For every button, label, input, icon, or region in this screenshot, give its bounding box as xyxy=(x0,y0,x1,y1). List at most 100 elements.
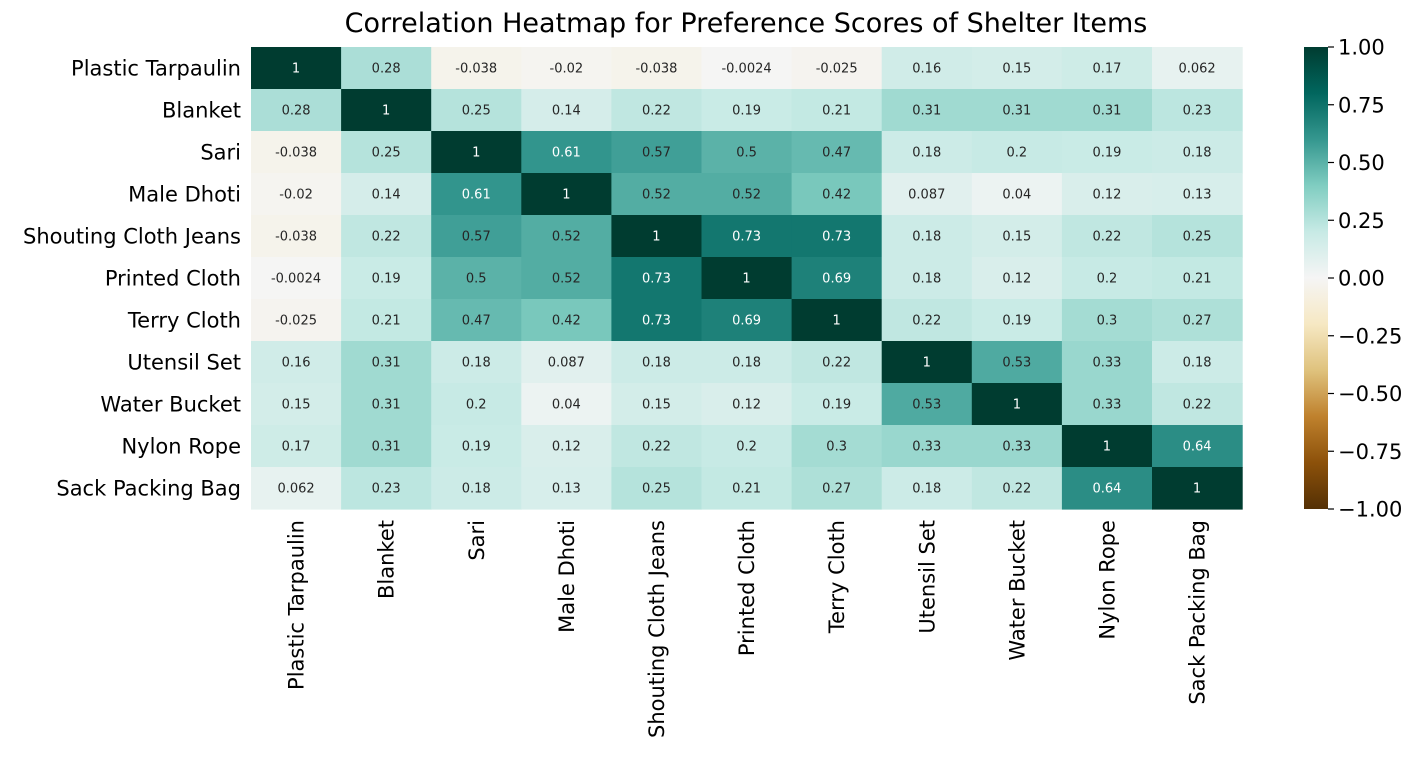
heatmap-cell xyxy=(881,341,973,384)
heatmap-cell xyxy=(1061,425,1153,468)
heatmap-cell xyxy=(251,131,342,174)
cell-annotation: 0.31 xyxy=(372,356,401,371)
heatmap-cell xyxy=(521,131,612,174)
cell-annotation: 0.18 xyxy=(1183,146,1212,161)
colorbar-tick-label: 0.75 xyxy=(1338,93,1385,117)
cell-annotation: -0.038 xyxy=(455,62,497,77)
cell-annotation: 0.14 xyxy=(372,188,401,203)
heatmap-cell xyxy=(1152,131,1243,174)
heatmap-cell xyxy=(971,299,1063,342)
cell-annotation: 0.18 xyxy=(912,272,941,287)
cell-annotation: 0.47 xyxy=(462,314,491,329)
cell-annotation: 0.17 xyxy=(1092,62,1121,77)
cell-annotation: 0.61 xyxy=(462,188,491,203)
heatmap-cell xyxy=(431,425,522,468)
cell-annotation: 0.22 xyxy=(642,440,671,455)
cell-annotation: 0.19 xyxy=(732,104,761,119)
heatmap-cell xyxy=(701,173,793,216)
cell-annotation: 0.13 xyxy=(552,482,581,497)
heatmap-cell xyxy=(791,383,883,426)
heatmap-cell xyxy=(341,89,432,132)
heatmap-cell xyxy=(701,467,793,510)
cell-annotation: 0.27 xyxy=(822,482,851,497)
cell-annotation: 0.31 xyxy=(912,104,941,119)
cell-annotation: 0.21 xyxy=(372,314,401,329)
cell-annotation: 0.15 xyxy=(642,398,671,413)
cell-annotation: 0.21 xyxy=(1183,272,1212,287)
cell-annotation: 1 xyxy=(742,272,750,287)
heatmap-cell xyxy=(431,89,522,132)
cell-annotation: 0.33 xyxy=(1002,440,1031,455)
cell-annotation: 0.42 xyxy=(822,188,851,203)
row-label: Terry Cloth xyxy=(127,309,241,333)
heatmap-cell xyxy=(251,383,342,426)
cell-annotation: 0.31 xyxy=(372,398,401,413)
cell-annotation: 0.25 xyxy=(372,146,401,161)
cell-annotation: 0.18 xyxy=(462,482,491,497)
heatmap-cell xyxy=(431,383,522,426)
cell-annotation: 0.3 xyxy=(826,440,847,455)
cell-annotation: -0.02 xyxy=(550,62,584,77)
heatmap-cell xyxy=(701,383,793,426)
row-label: Male Dhoti xyxy=(128,183,241,207)
cell-annotation: 0.25 xyxy=(1183,230,1212,245)
heatmap-cell xyxy=(251,425,342,468)
heatmap-cell xyxy=(431,131,522,174)
heatmap-cell xyxy=(971,425,1063,468)
cell-annotation: 0.64 xyxy=(1092,482,1121,497)
heatmap-cell xyxy=(1061,341,1153,384)
heatmap-cell xyxy=(341,257,432,300)
heatmap-cell xyxy=(1061,47,1153,90)
cell-annotation: 0.22 xyxy=(912,314,941,329)
heatmap-cell xyxy=(971,467,1063,510)
heatmap-cell xyxy=(521,257,612,300)
colorbar: −1.00 −0.75 −0.50 −0.25 0.00 0.25 0.50 0.75 1.00 xyxy=(1304,36,1402,522)
heatmap-cell xyxy=(881,47,973,90)
cell-annotation: 0.5 xyxy=(736,146,757,161)
cell-annotation: 0.2 xyxy=(1097,272,1118,287)
heatmap-cell xyxy=(1152,173,1243,216)
cell-annotation: 0.16 xyxy=(282,356,311,371)
cell-annotation: 0.25 xyxy=(462,104,491,119)
heatmap-cell xyxy=(791,131,883,174)
row-label: Sack Packing Bag xyxy=(56,477,241,501)
cell-annotation: 1 xyxy=(923,356,931,371)
cell-annotation: 0.087 xyxy=(548,356,585,371)
cell-annotation: 0.16 xyxy=(912,62,941,77)
heatmap-cell xyxy=(341,173,432,216)
colorbar-tick-label: −1.00 xyxy=(1338,498,1402,522)
heatmap-cell xyxy=(971,173,1063,216)
heatmap-cells xyxy=(251,47,1243,510)
heatmap-cell xyxy=(881,89,973,132)
heatmap-cell xyxy=(1061,215,1153,258)
cell-annotation: 0.53 xyxy=(912,398,941,413)
cell-annotation: 0.22 xyxy=(642,104,671,119)
heatmap-cell xyxy=(251,47,342,90)
cell-annotation: 0.52 xyxy=(552,230,581,245)
cell-annotation: -0.038 xyxy=(275,146,317,161)
column-label: Printed Cloth xyxy=(735,520,759,656)
heatmap-cell xyxy=(341,425,432,468)
cell-annotation: 0.19 xyxy=(822,398,851,413)
heatmap-cell xyxy=(341,467,432,510)
colorbar-tick-label: 0.25 xyxy=(1338,209,1385,233)
cell-annotation: 0.12 xyxy=(732,398,761,413)
heatmap-cell xyxy=(701,47,793,90)
colorbar-tick-label: −0.50 xyxy=(1338,382,1402,406)
cell-annotation: 0.17 xyxy=(282,440,311,455)
cell-annotation: 0.19 xyxy=(1092,146,1121,161)
heatmap-cell xyxy=(341,299,432,342)
cell-annotation: 1 xyxy=(562,188,570,203)
heatmap-cell xyxy=(341,215,432,258)
cell-annotation: 0.062 xyxy=(277,482,314,497)
cell-annotation: 0.22 xyxy=(822,356,851,371)
cell-annotation: 0.33 xyxy=(1092,398,1121,413)
cell-annotation: 0.69 xyxy=(732,314,761,329)
heatmap-cell xyxy=(1152,299,1243,342)
heatmap-cell xyxy=(881,383,973,426)
heatmap-cell xyxy=(611,383,703,426)
heatmap-cell xyxy=(611,215,703,258)
cell-annotation: 0.31 xyxy=(1092,104,1121,119)
heatmap-cell xyxy=(521,47,612,90)
